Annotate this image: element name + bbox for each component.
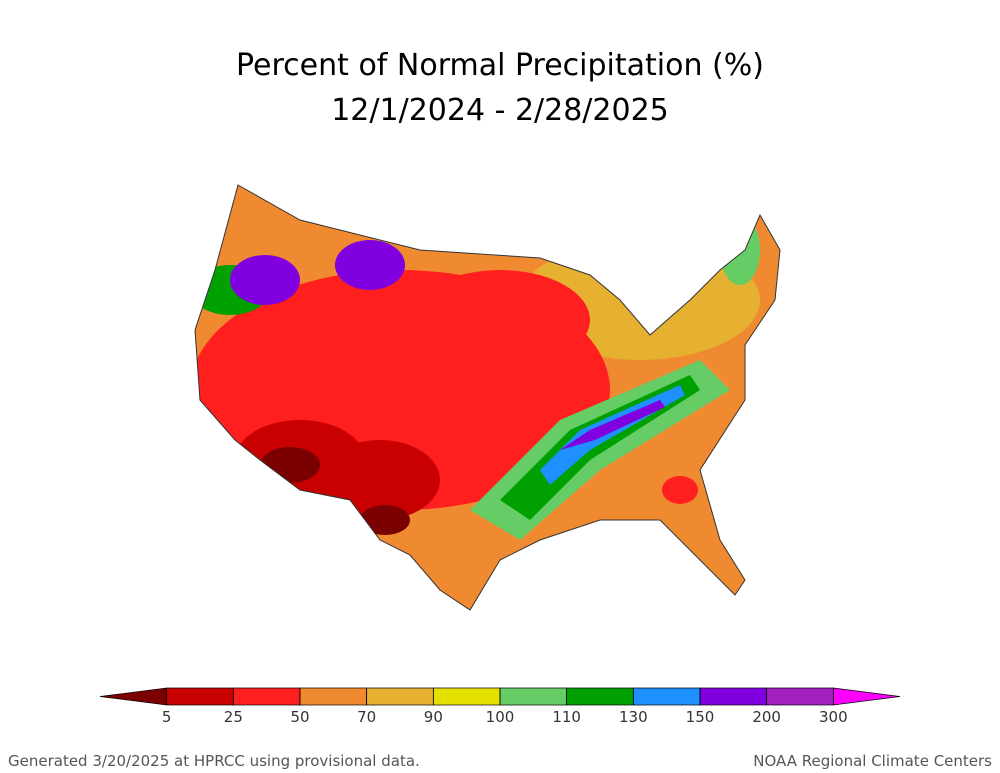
title: Percent of Normal Precipitation (%) xyxy=(236,48,764,83)
colorbar: 5 25 50 70 90 100 110 130 150 200 300 xyxy=(99,687,901,726)
colorbar-label: 70 xyxy=(357,708,376,726)
colorbar-label: 200 xyxy=(752,708,781,726)
us-outline xyxy=(194,184,781,611)
colorbar-segment xyxy=(432,687,501,706)
colorbar-segment xyxy=(766,687,834,706)
colorbar-arrow xyxy=(99,687,168,706)
colorbar-arrow xyxy=(832,687,901,706)
colorbar-label: 100 xyxy=(486,708,515,726)
colorbar-label: 90 xyxy=(424,708,443,726)
subtitle: 12/1/2024 - 2/28/2025 xyxy=(331,93,669,128)
precip-map xyxy=(195,185,780,610)
colorbar-segment xyxy=(299,687,368,706)
colorbar-label: 110 xyxy=(552,708,581,726)
colorbar-segment xyxy=(366,687,434,706)
colorbar-segment xyxy=(699,687,768,706)
colorbar-segment xyxy=(232,687,301,706)
colorbar-segment xyxy=(499,687,568,706)
colorbar-segment xyxy=(632,687,701,706)
colorbar-segment xyxy=(166,687,234,706)
colorbar-label: 130 xyxy=(619,708,648,726)
colorbar-label: 50 xyxy=(290,708,309,726)
colorbar-label: 300 xyxy=(819,708,848,726)
colorbar-label: 25 xyxy=(224,708,243,726)
footer-right: NOAA Regional Climate Centers xyxy=(753,752,992,770)
colorbar-segment xyxy=(566,687,634,706)
colorbar-label: 150 xyxy=(686,708,715,726)
colorbar-label: 5 xyxy=(162,708,172,726)
footer-left: Generated 3/20/2025 at HPRCC using provi… xyxy=(8,752,420,770)
